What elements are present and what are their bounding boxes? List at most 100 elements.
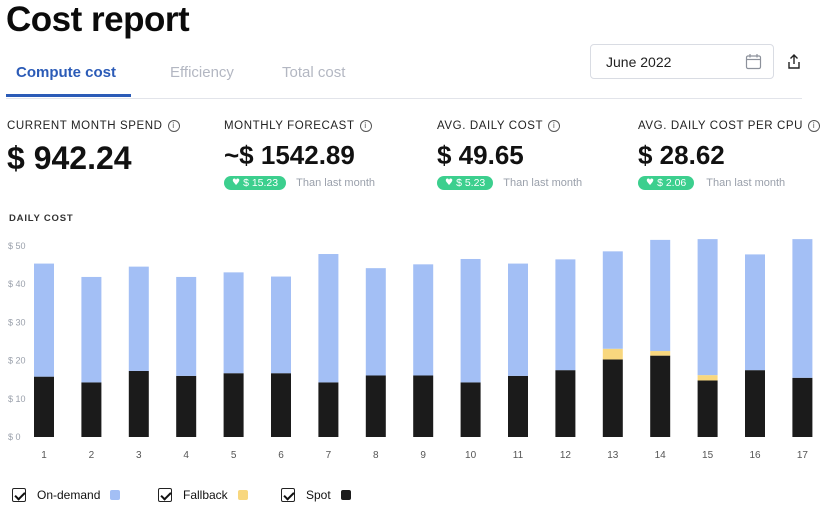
delta-badge: ♥ $ 2.06	[638, 176, 695, 190]
legend-on-demand[interactable]: On-demand	[12, 488, 121, 502]
bar-spot-10[interactable]	[460, 382, 481, 437]
bar-spot-7[interactable]	[318, 382, 339, 437]
metric-value: ~$ 1542.89	[224, 140, 355, 170]
bar-on-demand-1[interactable]	[34, 263, 54, 377]
y-tick-label: $ 0	[8, 432, 21, 442]
bar-spot-15[interactable]	[697, 380, 718, 437]
metric-label: AVG. DAILY COST	[437, 120, 544, 132]
bar-on-demand-6[interactable]	[271, 276, 291, 374]
info-icon[interactable]: i	[808, 120, 821, 132]
delta-value: $ 5.23	[456, 177, 486, 189]
metric-avg-daily-cost-per-cpu: AVG. DAILY COST PER CPU i $ 28.62 ♥ $ 2.06…	[638, 120, 821, 190]
delta-text: Than last month	[503, 177, 583, 189]
bar-spot-2[interactable]	[81, 382, 102, 437]
bar-fallback-13[interactable]	[602, 348, 623, 360]
legend-label: On-demand	[37, 488, 101, 502]
bar-spot-13[interactable]	[602, 359, 623, 437]
bar-on-demand-17[interactable]	[792, 239, 813, 378]
bar-on-demand-9[interactable]	[413, 264, 434, 376]
info-icon[interactable]: i	[548, 120, 561, 132]
bar-on-demand-4[interactable]	[176, 276, 197, 376]
info-icon[interactable]: i	[167, 120, 180, 132]
bar-on-demand-13[interactable]	[602, 251, 623, 349]
bar-on-demand-11[interactable]	[508, 263, 528, 376]
bar-on-demand-7[interactable]	[318, 254, 339, 383]
on-demand-swatch	[110, 490, 121, 500]
bar-on-demand-5[interactable]	[223, 272, 244, 374]
calendar-icon[interactable]	[745, 53, 762, 75]
heart-icon: ♥	[646, 178, 655, 188]
y-tick-label: $ 30	[8, 317, 26, 327]
legend-spot[interactable]: Spot	[281, 488, 351, 502]
bar-spot-12[interactable]	[555, 370, 576, 437]
x-tick-label: 10	[465, 450, 477, 461]
y-tick-label: $ 20	[8, 356, 26, 366]
bar-spot-14[interactable]	[650, 355, 671, 437]
month-picker[interactable]: June 2022	[590, 44, 774, 79]
spot-checkbox[interactable]	[281, 488, 295, 502]
x-tick-label: 6	[278, 450, 284, 461]
metric-label: MONTHLY FORECAST	[224, 120, 355, 132]
bar-fallback-15[interactable]	[697, 375, 718, 381]
legend-label: Fallback	[183, 488, 228, 502]
bar-spot-6[interactable]	[271, 373, 291, 437]
bar-spot-4[interactable]	[176, 375, 197, 437]
bar-spot-11[interactable]	[508, 375, 528, 437]
x-tick-label: 13	[607, 450, 619, 461]
tab-total-cost[interactable]: Total cost	[282, 64, 346, 81]
bar-spot-9[interactable]	[413, 375, 434, 437]
y-tick-label: $ 10	[8, 394, 26, 404]
info-icon[interactable]: i	[359, 120, 372, 132]
bar-spot-17[interactable]	[792, 377, 813, 437]
metric-value: $ 942.24	[7, 140, 132, 176]
x-tick-label: 9	[420, 450, 426, 461]
on-demand-checkbox[interactable]	[12, 488, 26, 502]
metric-value: $ 49.65	[437, 140, 524, 170]
bar-on-demand-8[interactable]	[365, 268, 386, 376]
active-tab-indicator	[6, 94, 131, 97]
legend-label: Spot	[306, 488, 331, 502]
tab-bar: Compute cost Efficiency Total cost	[6, 56, 802, 99]
x-tick-label: 2	[89, 450, 95, 461]
bar-spot-16[interactable]	[745, 370, 765, 437]
bar-on-demand-15[interactable]	[697, 239, 718, 376]
bar-on-demand-2[interactable]	[81, 276, 102, 383]
bar-spot-8[interactable]	[365, 375, 386, 437]
x-tick-label: 5	[231, 450, 237, 461]
month-picker-value: June 2022	[606, 54, 672, 70]
fallback-checkbox[interactable]	[158, 488, 172, 502]
x-tick-label: 14	[655, 450, 667, 461]
metric-label: AVG. DAILY COST PER CPU	[638, 120, 804, 132]
x-tick-label: 8	[373, 450, 379, 461]
x-tick-label: 3	[136, 450, 142, 461]
spot-swatch	[340, 490, 351, 500]
heart-icon: ♥	[232, 178, 241, 188]
bar-spot-5[interactable]	[223, 373, 244, 437]
x-tick-label: 7	[326, 450, 332, 461]
fallback-swatch	[237, 490, 248, 500]
bar-on-demand-3[interactable]	[128, 266, 149, 371]
bar-spot-1[interactable]	[34, 376, 54, 437]
bar-on-demand-10[interactable]	[460, 258, 481, 383]
bar-on-demand-12[interactable]	[555, 259, 576, 371]
metric-label: CURRENT MONTH SPEND	[7, 120, 163, 132]
tab-efficiency[interactable]: Efficiency	[170, 64, 234, 81]
export-icon[interactable]	[787, 54, 801, 75]
metric-current-month-spend: CURRENT MONTH SPEND i $ 942.24	[7, 120, 180, 177]
x-tick-label: 17	[797, 450, 809, 461]
bar-on-demand-16[interactable]	[745, 254, 765, 371]
heart-icon: ♥	[445, 178, 454, 188]
metric-avg-daily-cost: AVG. DAILY COST i $ 49.65 ♥ $ 5.23 Than las…	[437, 120, 582, 190]
chart-title: DAILY COST	[9, 213, 74, 224]
y-tick-label: $ 40	[8, 279, 26, 289]
bar-spot-3[interactable]	[128, 370, 149, 437]
delta-text: Than last month	[296, 177, 375, 189]
x-tick-label: 1	[41, 450, 47, 461]
tab-compute-cost[interactable]: Compute cost	[16, 64, 117, 81]
page-title: Cost report	[6, 0, 190, 39]
bar-on-demand-14[interactable]	[650, 239, 671, 352]
legend-fallback[interactable]: Fallback	[158, 488, 248, 502]
daily-cost-chart: $ 0$ 10$ 20$ 30$ 40$ 501 2 3 4 5 6 7 8 9 10 11 12 13…	[8, 239, 813, 461]
delta-value: $ 15.23	[243, 177, 279, 189]
bar-fallback-14[interactable]	[650, 351, 671, 356]
